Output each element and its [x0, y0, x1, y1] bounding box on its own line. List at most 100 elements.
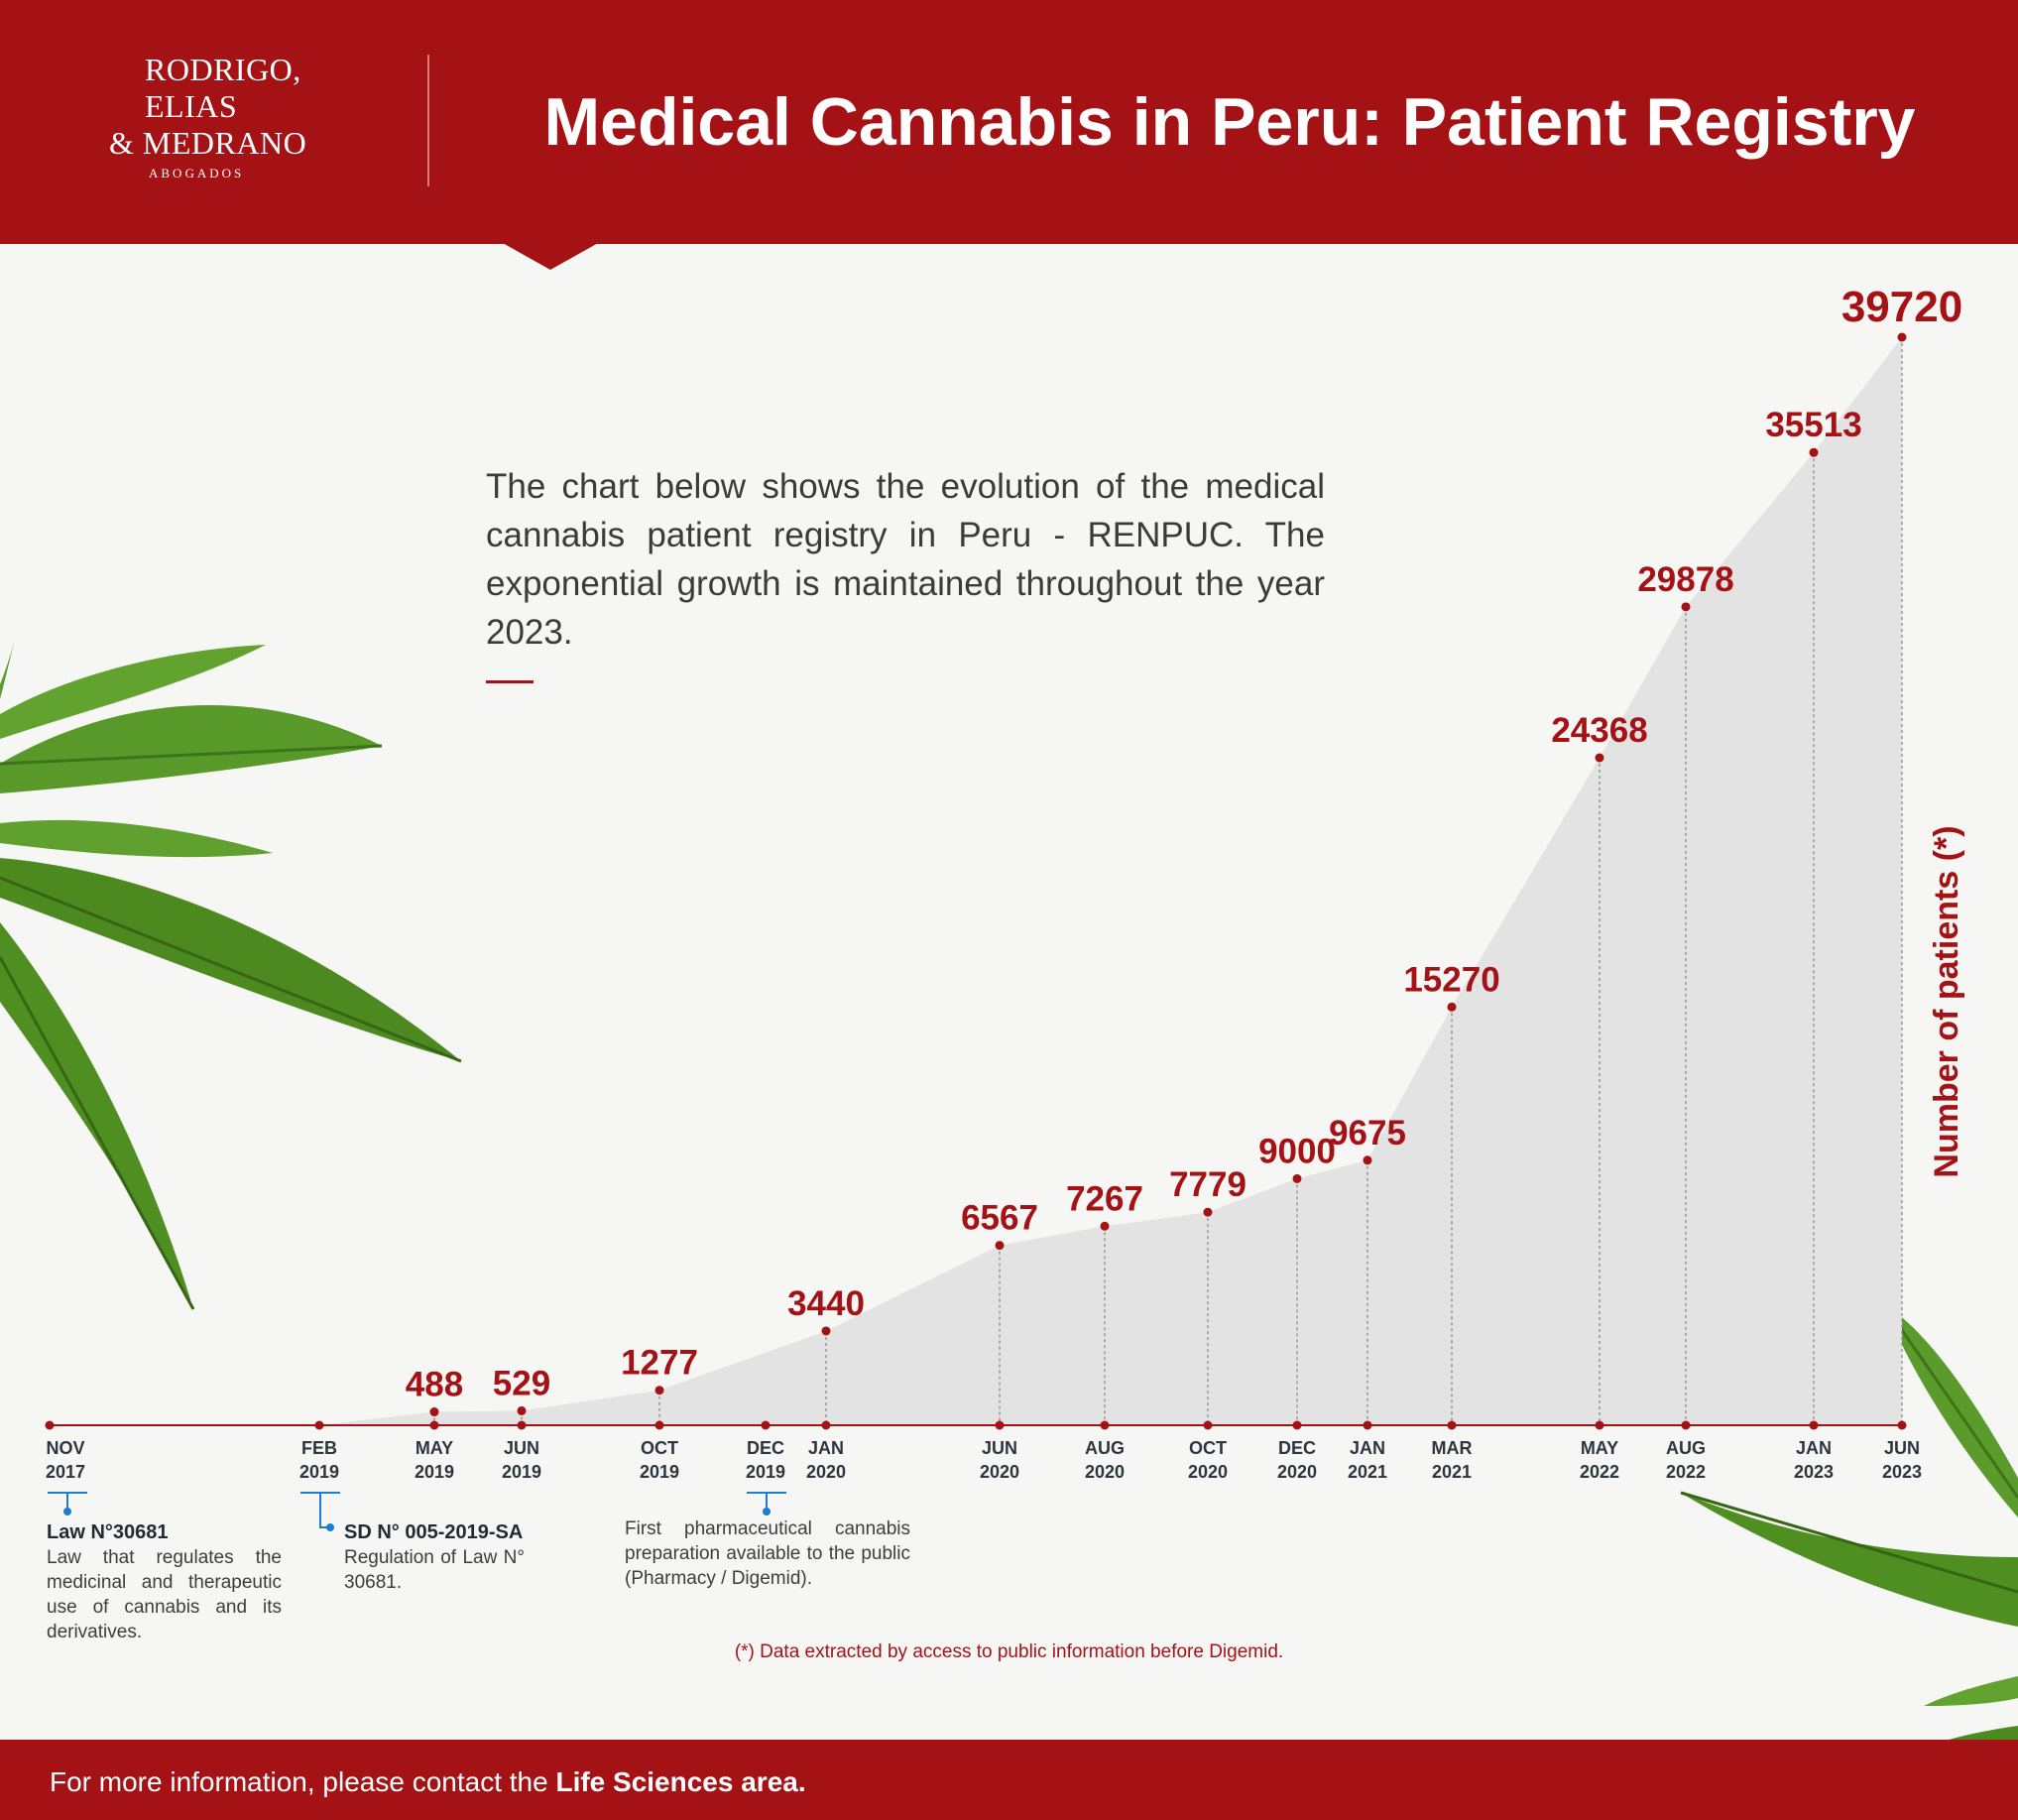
tick-marker — [654, 1420, 664, 1430]
logo-line-medrano: & MEDRANO — [109, 125, 307, 161]
event-sd-005-2019-sa: SD N° 005-2019-SA Regulation of Law N° 3… — [344, 1520, 525, 1595]
tick-label-year: 2019 — [640, 1462, 679, 1482]
data-label: 6567 — [961, 1199, 1038, 1238]
tick-marker — [1809, 1420, 1819, 1430]
data-label: 1277 — [621, 1344, 698, 1383]
tick-label-month: JUN — [1884, 1438, 1920, 1458]
tick-label-year: 2021 — [1432, 1462, 1472, 1482]
tick-marker — [995, 1420, 1005, 1430]
tick-label-month: DEC — [1278, 1438, 1316, 1458]
tick-label-year: 2020 — [1277, 1462, 1317, 1482]
header-notch — [501, 242, 600, 270]
event-text: Law that regulates the medicinal and the… — [47, 1547, 282, 1642]
intro-text: The chart below shows the evolution of t… — [486, 467, 1325, 652]
tick-marker — [517, 1420, 527, 1430]
tick-label-year: 2020 — [1188, 1462, 1228, 1482]
data-label: 24368 — [1551, 711, 1647, 750]
tick-label-year: 2019 — [746, 1462, 785, 1482]
tick-label-month: JAN — [1796, 1438, 1832, 1458]
data-point — [654, 1386, 664, 1395]
data-label: 9000 — [1258, 1132, 1336, 1170]
tick-label-month: JAN — [1350, 1438, 1385, 1458]
footer-text-plain: For more information, please contact the — [50, 1766, 556, 1797]
tick-label-month: AUG — [1666, 1438, 1706, 1458]
data-label: 7267 — [1066, 1179, 1143, 1218]
header-divider — [427, 55, 429, 186]
tick-marker — [314, 1420, 324, 1430]
tick-marker — [1363, 1420, 1372, 1430]
event-marker-law-30681 — [48, 1492, 87, 1516]
cannabis-leaf-left-decoration — [0, 635, 462, 1310]
tick-label-month: NOV — [46, 1438, 84, 1458]
tick-label-month: JAN — [808, 1438, 844, 1458]
tick-label-year: 2019 — [299, 1462, 339, 1482]
data-point — [995, 1241, 1005, 1251]
data-point — [821, 1326, 831, 1336]
data-point — [429, 1407, 439, 1417]
data-point — [1292, 1173, 1302, 1183]
tick-marker — [1100, 1420, 1110, 1430]
tick-label-year: 2020 — [1085, 1462, 1125, 1482]
x-axis-ticks: NOV 2017 FEB 2019 MAY 2019 JUN 2019 OCT 2019 DEC 20… — [45, 1420, 1922, 1482]
tick-marker — [429, 1420, 439, 1430]
event-markers — [48, 1492, 786, 1531]
tick-label-year: 2022 — [1580, 1462, 1619, 1482]
tick-label-month: DEC — [747, 1438, 784, 1458]
data-label: 15270 — [1403, 960, 1499, 999]
data-point — [1681, 602, 1691, 612]
data-label: 9675 — [1329, 1114, 1406, 1153]
area-fill — [319, 337, 1902, 1425]
event-marker-sd-005 — [300, 1492, 340, 1531]
tick-label-year: 2022 — [1666, 1462, 1706, 1482]
tick-label-year: 2020 — [980, 1462, 1019, 1482]
event-law-30681: Law N°30681 Law that regulates the medic… — [47, 1520, 282, 1644]
data-point — [1897, 332, 1907, 342]
tick-marker — [1897, 1420, 1907, 1430]
event-title: SD N° 005-2019-SA — [344, 1521, 524, 1543]
tick-label-month: OCT — [641, 1438, 678, 1458]
data-label: 3440 — [787, 1284, 865, 1323]
tick-label-month: MAY — [415, 1438, 453, 1458]
tick-marker — [1292, 1420, 1302, 1430]
tick-label-month: FEB — [301, 1438, 337, 1458]
event-first-preparation: First pharmaceutical cannabis preparatio… — [625, 1517, 910, 1591]
tick-label-year: 2019 — [502, 1462, 541, 1482]
logo-line-elias: ELIAS — [145, 88, 238, 124]
data-label: 39720 — [1841, 283, 1962, 331]
tick-label-month: AUG — [1085, 1438, 1125, 1458]
event-title: Law N°30681 — [47, 1521, 169, 1543]
event-text: Regulation of Law N° 30681. — [344, 1547, 525, 1593]
data-source-note: (*) Data extracted by access to public i… — [734, 1641, 1284, 1662]
tick-label-month: MAR — [1432, 1438, 1473, 1458]
tick-label-month: JUN — [504, 1438, 539, 1458]
data-point — [517, 1405, 527, 1415]
header-banner — [0, 0, 2018, 244]
data-point — [1595, 753, 1604, 763]
tick-marker — [1681, 1420, 1691, 1430]
logo-line-rodrigo: RODRIGO, — [145, 52, 301, 87]
data-label: 488 — [406, 1366, 463, 1404]
tick-marker — [821, 1420, 831, 1430]
data-point — [1363, 1155, 1372, 1165]
event-text: First pharmaceutical cannabis preparatio… — [625, 1518, 910, 1589]
data-point — [1100, 1221, 1110, 1231]
cannabis-leaf-right-decoration — [1680, 1303, 2018, 1740]
tick-label-month: MAY — [1581, 1438, 1618, 1458]
data-point — [1447, 1002, 1457, 1012]
data-points — [429, 332, 1907, 1417]
tick-label-year: 2023 — [1794, 1462, 1834, 1482]
footer-text: For more information, please contact the… — [50, 1766, 806, 1798]
data-point — [1809, 447, 1819, 457]
tick-label-year: 2023 — [1882, 1462, 1922, 1482]
tick-label-year: 2021 — [1348, 1462, 1387, 1482]
tick-label-month: JUN — [982, 1438, 1017, 1458]
data-point — [1203, 1207, 1213, 1217]
page-title: Medical Cannabis in Peru: Patient Regist… — [543, 84, 1916, 160]
tick-label-year: 2017 — [46, 1462, 85, 1482]
tick-marker — [1447, 1420, 1457, 1430]
data-label: 529 — [493, 1364, 550, 1402]
footer-text-bold: Life Sciences area. — [555, 1766, 806, 1797]
footer-banner: For more information, please contact the… — [0, 1740, 2018, 1820]
